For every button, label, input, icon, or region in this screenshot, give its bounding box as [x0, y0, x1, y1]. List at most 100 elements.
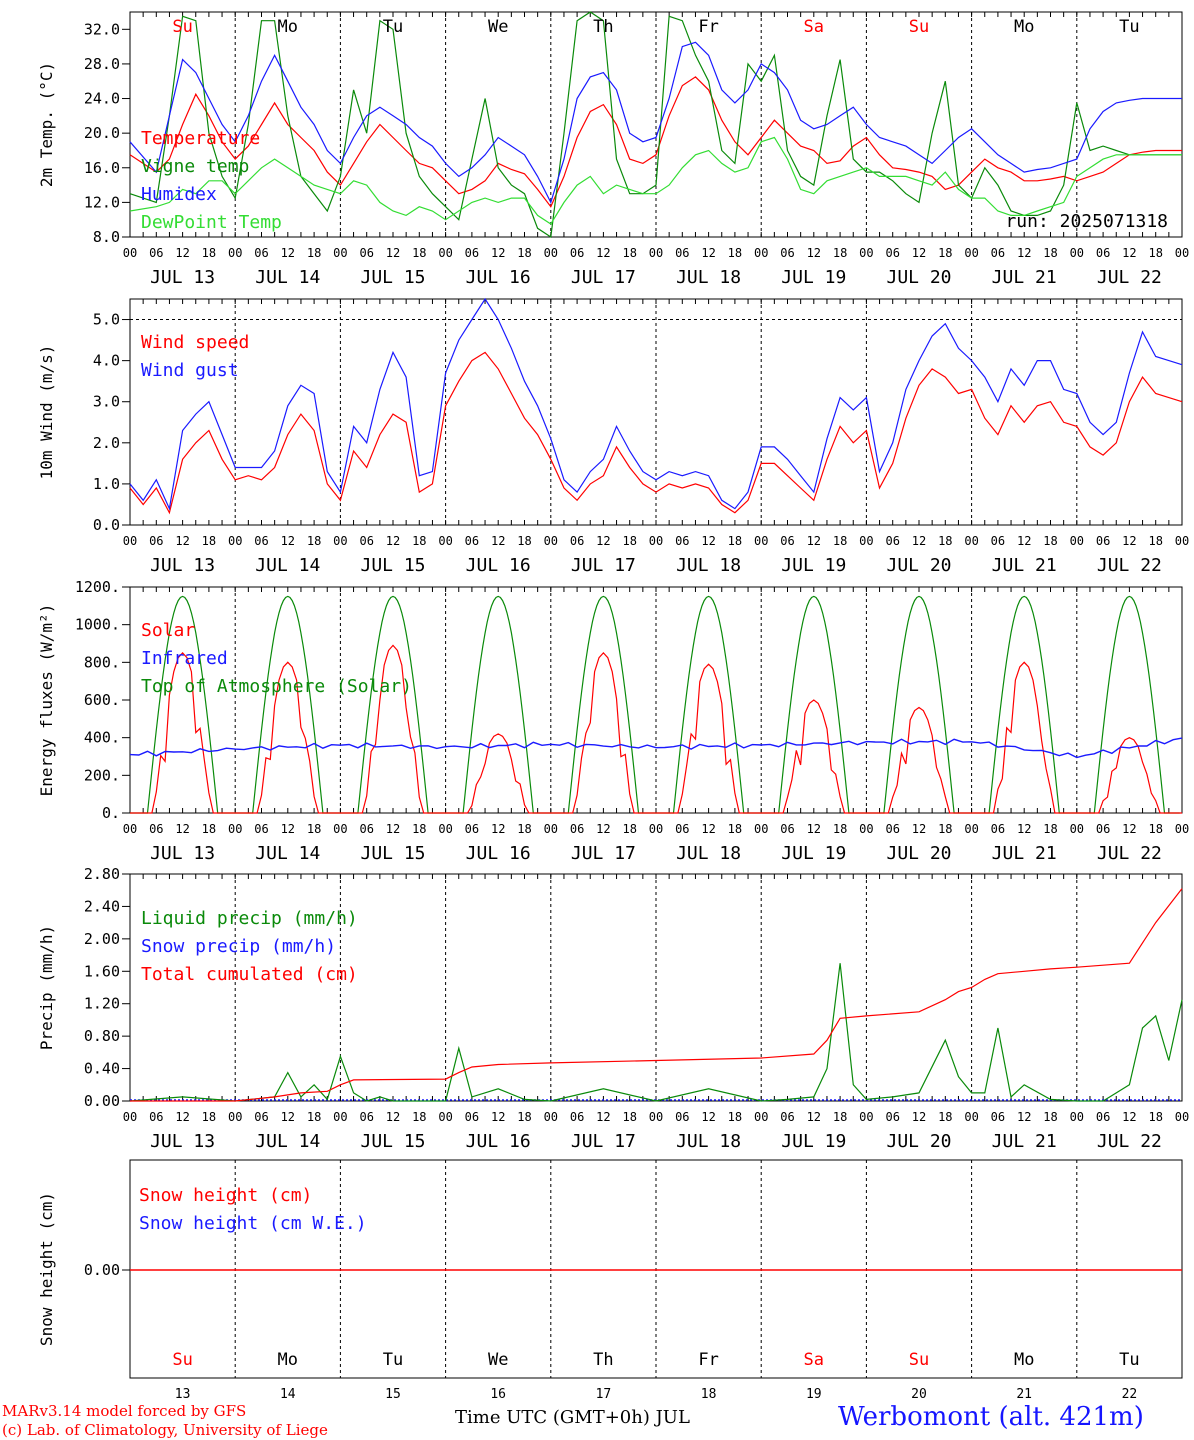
date-label: JUL 14 [255, 555, 320, 576]
hour-tick-label: 18 [202, 822, 216, 836]
date-label: JUL 21 [992, 555, 1057, 576]
y-axis-label: Precip (mm/h) [37, 925, 56, 1050]
series-total-cumulated [130, 888, 1183, 1102]
hour-tick-label: 00 [754, 246, 768, 260]
weekday-label: Sa [804, 17, 824, 37]
hour-tick-label: 12 [281, 1110, 295, 1124]
hour-tick-label: 00 [438, 246, 452, 260]
hour-tick-label: 00 [1175, 534, 1189, 548]
legend-vigne-temp: Vigne temp [141, 156, 249, 177]
series-vigne-temp [129, 11, 1182, 239]
hour-tick-label: 00 [964, 246, 978, 260]
hour-tick-label: 12 [701, 246, 715, 260]
date-label: JUL 14 [255, 267, 320, 288]
hour-tick-label: 00 [859, 1110, 873, 1124]
date-label: JUL 14 [255, 843, 320, 864]
series-liquid-precip [129, 963, 1183, 1102]
hour-tick-label: 06 [885, 1110, 899, 1124]
hour-tick-label: 06 [570, 534, 584, 548]
hour-tick-label: 12 [701, 822, 715, 836]
hour-tick-label: 06 [991, 246, 1005, 260]
weekday-label: Su [172, 17, 192, 37]
day-number-label: 18 [701, 1387, 717, 1402]
legend-wind-gust: Wind gust [141, 360, 239, 381]
hour-tick-label: 00 [649, 1110, 663, 1124]
hour-tick-label: 12 [807, 1110, 821, 1124]
hour-tick-label: 00 [1175, 1110, 1189, 1124]
legend-snow-precip-mm-h-: Snow precip (mm/h) [141, 936, 336, 957]
hour-tick-label: 18 [728, 534, 742, 548]
date-label: JUL 18 [676, 555, 741, 576]
hour-tick-label: 18 [412, 246, 426, 260]
hour-tick-label: 12 [281, 822, 295, 836]
hour-tick-label: 00 [964, 1110, 978, 1124]
hour-tick-label: 12 [807, 246, 821, 260]
y-tick-label: 8.0 [93, 228, 120, 246]
date-label: JUL 19 [781, 267, 846, 288]
hour-tick-label: 00 [1175, 246, 1189, 260]
date-label: JUL 20 [886, 555, 951, 576]
day-number-label: 20 [911, 1387, 927, 1402]
hour-tick-label: 18 [412, 534, 426, 548]
hour-tick-label: 00 [1175, 822, 1189, 836]
hour-tick-label: 18 [1148, 822, 1162, 836]
hour-tick-label: 06 [1096, 822, 1110, 836]
hour-tick-label: 00 [438, 822, 452, 836]
weekday-label: Tu [383, 17, 403, 37]
hour-tick-label: 06 [570, 246, 584, 260]
weekday-label: Mo [278, 17, 298, 37]
weekday-label: Fr [698, 17, 718, 37]
date-label: JUL 16 [466, 843, 531, 864]
hour-tick-label: 00 [123, 534, 137, 548]
hour-tick-label: 06 [675, 1110, 689, 1124]
hour-tick-label: 18 [307, 1110, 321, 1124]
hour-tick-label: 06 [780, 822, 794, 836]
y-tick-label: 800. [84, 653, 120, 671]
y-tick-label: 0.0 [93, 516, 120, 534]
y-tick-label: 600. [84, 691, 120, 709]
hour-tick-label: 12 [386, 822, 400, 836]
hour-tick-label: 06 [149, 822, 163, 836]
hour-tick-label: 06 [254, 534, 268, 548]
y-tick-label: 1.60 [84, 962, 120, 980]
y-axis-label: Energy fluxes (W/m²) [37, 604, 56, 797]
hour-tick-label: 18 [517, 1110, 531, 1124]
weekday-label: Tu [383, 1350, 403, 1370]
date-label: JUL 19 [781, 1131, 846, 1152]
series-humidex [129, 41, 1182, 205]
date-label: JUL 18 [676, 843, 741, 864]
y-tick-label: 2.00 [84, 930, 120, 948]
panel-1: 8.0 12.0 16.0 20.0 24.0 28.0 32.0 2m Temp. (°C)… [37, 11, 1189, 288]
date-label: JUL 14 [255, 1131, 320, 1152]
hour-tick-label: 00 [544, 534, 558, 548]
y-tick-label: 1200. [75, 578, 120, 596]
hour-tick-label: 00 [859, 246, 873, 260]
weekday-label: Th [593, 1350, 613, 1370]
y-axis-label: 10m Wind (m/s) [37, 345, 56, 480]
y-tick-label: 24.0 [84, 90, 120, 108]
weekday-label: Th [593, 17, 613, 37]
hour-tick-label: 06 [359, 534, 373, 548]
weekday-label: Sa [804, 1350, 824, 1370]
date-label: JUL 13 [150, 267, 215, 288]
hour-tick-label: 12 [175, 246, 189, 260]
hour-tick-label: 12 [1017, 534, 1031, 548]
date-label: JUL 15 [360, 555, 425, 576]
hour-tick-label: 12 [386, 246, 400, 260]
hour-tick-label: 18 [1043, 822, 1057, 836]
hour-tick-label: 12 [281, 534, 295, 548]
y-axis-label: 2m Temp. (°C) [37, 62, 56, 187]
hour-tick-label: 00 [859, 822, 873, 836]
hour-tick-label: 00 [123, 1110, 137, 1124]
y-tick-label: 0.40 [84, 1060, 120, 1078]
hour-tick-label: 00 [544, 822, 558, 836]
hour-tick-label: 00 [649, 534, 663, 548]
legend-top-of-atmosphere-solar-: Top of Atmosphere (Solar) [141, 676, 412, 697]
date-label: JUL 13 [150, 843, 215, 864]
hour-tick-label: 12 [386, 534, 400, 548]
hour-tick-label: 12 [596, 534, 610, 548]
hour-tick-label: 12 [596, 1110, 610, 1124]
y-tick-label: 1000. [75, 616, 120, 634]
hour-tick-label: 00 [438, 1110, 452, 1124]
date-label: JUL 17 [571, 843, 636, 864]
